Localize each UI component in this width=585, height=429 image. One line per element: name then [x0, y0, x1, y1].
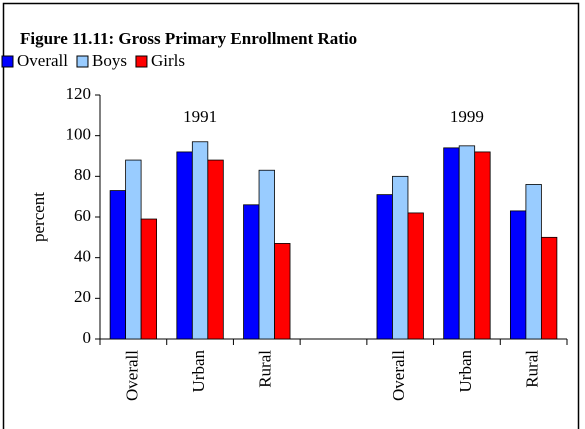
- x-tick-label: Urban: [189, 350, 208, 393]
- legend-label: Boys: [92, 51, 127, 70]
- bar: [443, 147, 460, 340]
- legend-label: Girls: [151, 51, 185, 70]
- bar: [407, 212, 424, 340]
- x-tick-label: Rural: [523, 350, 542, 388]
- annotation: 1991: [183, 107, 217, 126]
- bar: [509, 210, 527, 340]
- legend-label: Overall: [17, 51, 68, 70]
- bar: [207, 159, 224, 340]
- chart-title: Figure 11.11: Gross Primary Enrollment R…: [20, 29, 357, 48]
- y-tick-label: 40: [74, 247, 91, 266]
- bar: [458, 145, 476, 340]
- bar: [376, 194, 393, 340]
- y-tick-label: 100: [66, 125, 92, 144]
- legend-swatch: [76, 55, 89, 68]
- y-tick-label: 20: [74, 287, 91, 306]
- y-tick-label: 0: [83, 328, 92, 347]
- bar: [140, 218, 158, 340]
- bar: [176, 151, 193, 340]
- y-tick-label: 120: [66, 84, 92, 103]
- bar: [474, 151, 491, 340]
- y-axis-label: percent: [29, 192, 48, 242]
- bar: [258, 169, 275, 340]
- bar: [525, 184, 542, 340]
- legend-swatch: [1, 55, 14, 68]
- bar: [125, 159, 142, 340]
- x-tick-label: Urban: [456, 350, 475, 393]
- annotation: 1999: [450, 107, 484, 126]
- legend-swatch: [135, 55, 148, 68]
- y-tick-label: 60: [74, 206, 91, 225]
- bar: [191, 141, 209, 340]
- x-tick-label: Overall: [389, 350, 408, 401]
- bar: [274, 243, 291, 340]
- bar: [109, 190, 127, 340]
- x-tick-label: Rural: [256, 350, 275, 388]
- bar: [392, 175, 409, 340]
- x-tick-label: Overall: [122, 350, 141, 401]
- y-tick-label: 80: [74, 165, 91, 184]
- bar: [243, 204, 260, 340]
- bar: [540, 236, 558, 340]
